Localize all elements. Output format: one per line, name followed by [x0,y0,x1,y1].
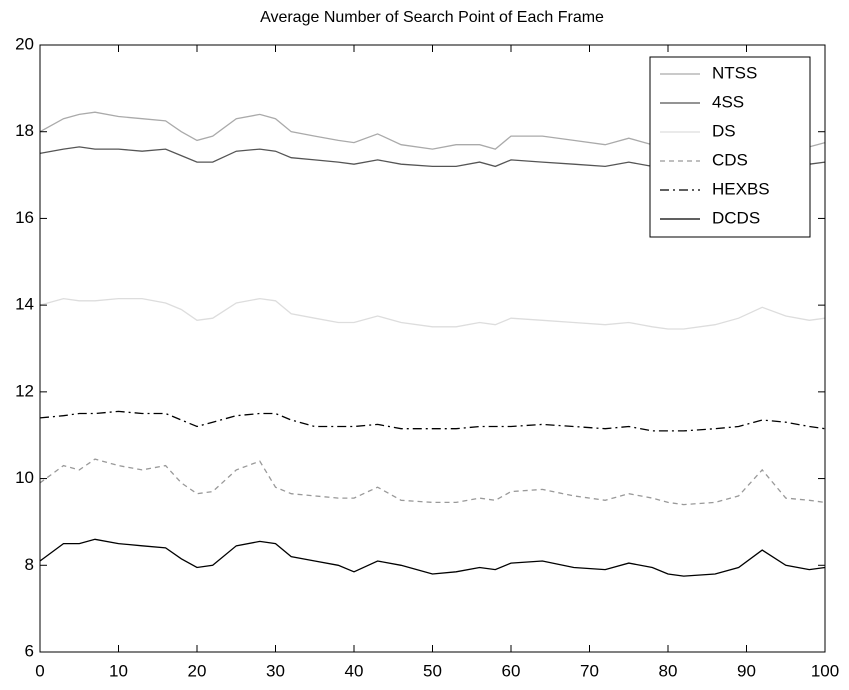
x-tick-label: 70 [580,661,599,680]
y-tick-label: 8 [25,555,34,574]
legend-label: NTSS [712,63,757,82]
legend-label: HEXBS [712,179,770,198]
x-tick-label: 80 [659,661,678,680]
x-tick-label: 40 [345,661,364,680]
y-tick-label: 14 [15,295,34,314]
y-tick-label: 10 [15,468,34,487]
y-tick-label: 12 [15,381,34,400]
y-tick-label: 20 [15,34,34,53]
legend-label: DS [712,121,736,140]
legend-box [649,56,811,238]
x-tick-label: 50 [423,661,442,680]
legend-label: 4SS [712,92,744,111]
x-tick-label: 90 [737,661,756,680]
series-line [39,297,826,330]
x-tick-label: 30 [266,661,285,680]
y-tick-label: 16 [15,208,34,227]
x-tick-label: 100 [811,661,839,680]
series-line [39,410,826,432]
x-tick-label: 0 [35,661,44,680]
y-tick-label: 18 [15,121,34,140]
chart-title: Average Number of Search Point of Each F… [260,9,604,26]
legend-label: CDS [712,150,748,169]
x-tick-label: 60 [502,661,521,680]
x-tick-label: 10 [109,661,128,680]
x-tick-label: 20 [188,661,207,680]
series-line [39,458,826,506]
series-line [39,538,826,577]
y-tick-label: 6 [25,641,34,660]
legend-label: DCDS [712,208,760,227]
